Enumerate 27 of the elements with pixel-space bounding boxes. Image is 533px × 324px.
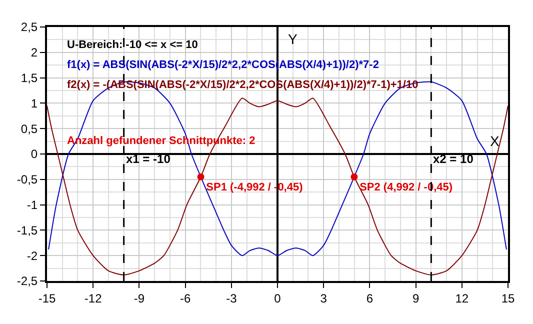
y-tick-label: -2,5 <box>16 274 38 288</box>
ref-line-label: x2 = 10 <box>433 152 474 166</box>
x-axis-title: X <box>490 133 500 149</box>
x-tick-label: 12 <box>455 291 469 306</box>
x-tick-label: 0 <box>274 291 282 306</box>
y-tick-label: 0,5 <box>20 122 38 136</box>
x-tick-label: 9 <box>412 291 420 306</box>
y-tick-label: -1,5 <box>16 223 38 238</box>
x-tick-label: -9 <box>134 291 145 306</box>
ref-line-label: x1 = -10 <box>126 152 171 166</box>
y-tick-label: 1 <box>30 96 38 110</box>
x-tick-label: -3 <box>226 291 238 306</box>
y-tick-label: -2 <box>26 248 38 263</box>
x-tick-label: -15 <box>38 291 56 306</box>
y-tick-label: 2,5 <box>20 20 38 34</box>
y-tick-label: 1,5 <box>20 71 38 85</box>
y-tick-label: 2 <box>30 46 38 60</box>
x-tick-label: -12 <box>84 291 102 306</box>
x-tick-label: 3 <box>320 291 328 306</box>
x-tick-label: 15 <box>501 291 515 306</box>
x-tick-label: 6 <box>366 291 374 306</box>
y-tick-label: -0,5 <box>16 172 38 187</box>
x-tick-label: -6 <box>180 291 191 306</box>
y-tick-label: 0 <box>30 147 38 162</box>
annotation: U-Bereich: -10 <= x <= 10 <box>67 39 198 51</box>
y-axis-title: Y <box>288 31 298 47</box>
y-tick-label: -1 <box>26 198 38 212</box>
